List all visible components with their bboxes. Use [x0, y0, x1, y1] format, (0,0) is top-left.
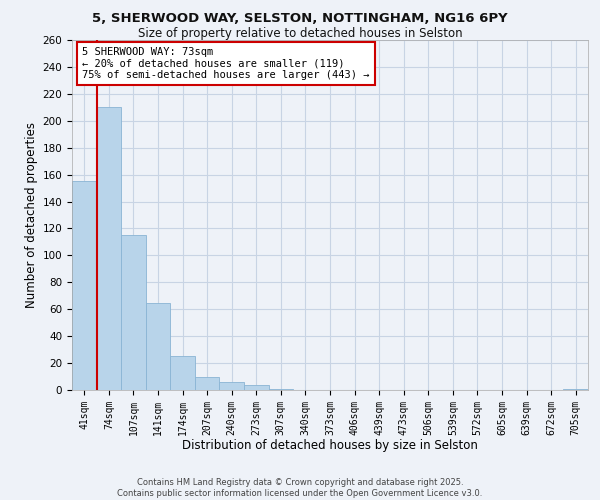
- Bar: [563, 388, 588, 390]
- Bar: [244, 384, 269, 390]
- Text: 5, SHERWOOD WAY, SELSTON, NOTTINGHAM, NG16 6PY: 5, SHERWOOD WAY, SELSTON, NOTTINGHAM, NG…: [92, 12, 508, 26]
- Bar: [72, 182, 97, 390]
- Text: Size of property relative to detached houses in Selston: Size of property relative to detached ho…: [137, 28, 463, 40]
- Bar: [170, 356, 195, 390]
- Bar: [97, 108, 121, 390]
- Text: 5 SHERWOOD WAY: 73sqm
← 20% of detached houses are smaller (119)
75% of semi-det: 5 SHERWOOD WAY: 73sqm ← 20% of detached …: [82, 47, 370, 80]
- Bar: [121, 235, 146, 390]
- Bar: [195, 376, 220, 390]
- Bar: [220, 382, 244, 390]
- Bar: [146, 302, 170, 390]
- Text: Contains HM Land Registry data © Crown copyright and database right 2025.
Contai: Contains HM Land Registry data © Crown c…: [118, 478, 482, 498]
- Bar: [269, 388, 293, 390]
- X-axis label: Distribution of detached houses by size in Selston: Distribution of detached houses by size …: [182, 439, 478, 452]
- Y-axis label: Number of detached properties: Number of detached properties: [25, 122, 38, 308]
